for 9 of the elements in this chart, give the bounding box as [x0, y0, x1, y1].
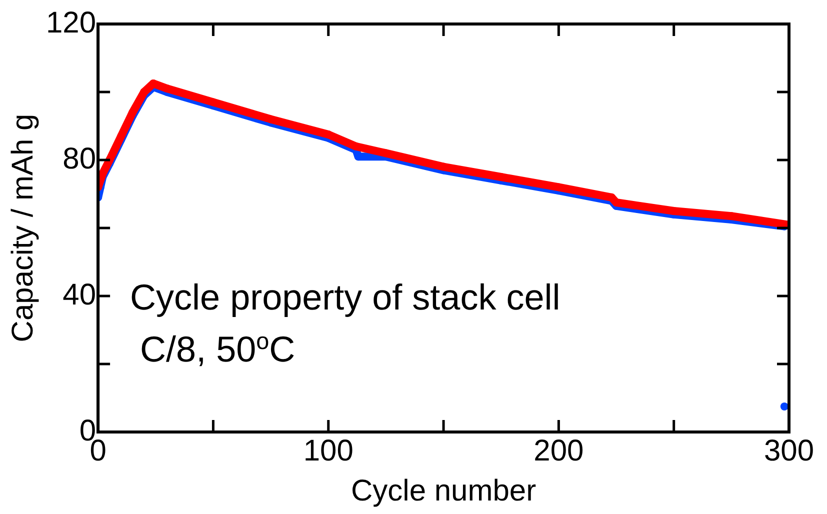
- x-tick-label: 300: [764, 434, 814, 468]
- y-axis-title: Capacity / mAh g: [6, 114, 40, 342]
- y-tick-label: 80: [62, 142, 96, 176]
- y-tick-label: 40: [62, 278, 96, 312]
- x-tick-label: 100: [303, 434, 354, 468]
- y-tick-label: 120: [46, 6, 96, 40]
- x-tick-label: 200: [534, 434, 584, 468]
- x-axis-title: Cycle number: [350, 474, 536, 508]
- annotation: Cycle property of stack cell: [130, 276, 560, 318]
